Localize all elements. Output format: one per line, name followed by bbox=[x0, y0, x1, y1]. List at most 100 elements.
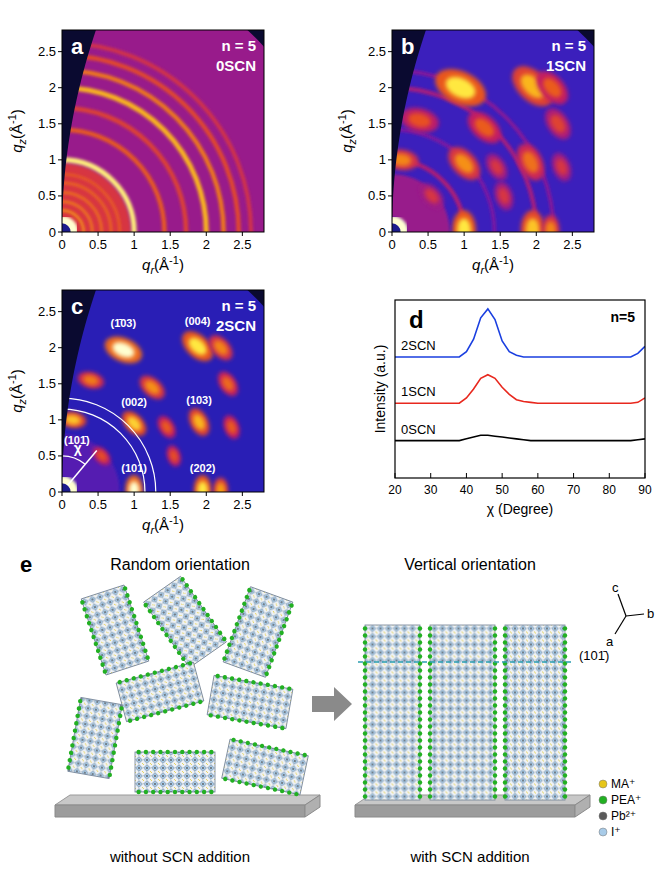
pea-dot bbox=[140, 641, 146, 647]
pea-dot bbox=[202, 750, 206, 754]
axis-title-part: -1 bbox=[499, 254, 509, 266]
y-tick bbox=[388, 159, 392, 160]
pea-dot bbox=[188, 588, 194, 594]
pea-dot bbox=[503, 633, 507, 637]
pea-dot bbox=[164, 632, 170, 638]
axis-title-part: -1 bbox=[169, 514, 179, 526]
pea-dot bbox=[229, 635, 235, 641]
pea-dot bbox=[234, 621, 240, 627]
pea-dot bbox=[159, 668, 164, 673]
pea-dot bbox=[563, 703, 567, 707]
figure: 00.511.522.500.511.522.5qr(Å-1)qz(Å-1)an… bbox=[0, 0, 661, 881]
pea-dot bbox=[493, 780, 497, 784]
arrow bbox=[312, 687, 352, 721]
series-label: 0SCN bbox=[401, 422, 436, 437]
pea-dot bbox=[215, 673, 220, 678]
pea-dot bbox=[180, 656, 186, 662]
y-tick bbox=[58, 87, 62, 88]
x-tick-label: 2 bbox=[533, 237, 540, 252]
pea-dot bbox=[127, 600, 133, 606]
x-tick bbox=[98, 232, 99, 236]
x-tick-label: 60 bbox=[531, 483, 545, 497]
integration-ring bbox=[62, 409, 145, 492]
block-body bbox=[135, 752, 215, 792]
pea-dot bbox=[136, 750, 140, 754]
pea-dot bbox=[213, 624, 219, 630]
plot-area bbox=[62, 30, 264, 232]
pea-dot bbox=[82, 607, 88, 613]
axis-letter: c bbox=[612, 580, 619, 595]
pea-dot bbox=[563, 724, 567, 728]
pea-dot bbox=[116, 721, 121, 726]
ring bbox=[62, 55, 239, 232]
pea-dot bbox=[195, 750, 199, 754]
y-tick bbox=[388, 232, 392, 233]
block-body bbox=[430, 625, 495, 800]
pea-dot bbox=[363, 710, 367, 714]
axis-title-part: ) bbox=[338, 109, 355, 114]
pea-dot bbox=[100, 662, 106, 668]
pea-dot bbox=[129, 606, 135, 612]
pea-dot bbox=[363, 780, 367, 784]
y-tick-label: 2 bbox=[379, 80, 386, 95]
pea-dot bbox=[428, 759, 432, 763]
pea-dot bbox=[493, 724, 497, 728]
pea-dot bbox=[363, 766, 367, 770]
y-tick-label: 0.5 bbox=[38, 448, 56, 463]
pea-dot bbox=[151, 790, 155, 794]
x-tick bbox=[170, 492, 171, 496]
x-tick-label: 90 bbox=[638, 483, 652, 497]
pea-dot bbox=[428, 773, 432, 777]
pea-dot bbox=[295, 751, 300, 756]
x-tick bbox=[170, 232, 171, 236]
pea-dot bbox=[428, 626, 432, 630]
pea-dot bbox=[158, 750, 162, 754]
perovskite-block bbox=[142, 575, 228, 669]
spot-halo bbox=[214, 368, 242, 399]
pea-dot bbox=[244, 781, 249, 786]
block-body bbox=[144, 576, 227, 667]
pea-dot bbox=[493, 710, 497, 714]
plot-area bbox=[395, 309, 645, 441]
x-tick-label: 2.5 bbox=[233, 237, 251, 252]
pea-dot bbox=[493, 668, 497, 672]
x-tick bbox=[98, 492, 99, 496]
pea-dot bbox=[493, 794, 497, 798]
pea-dot bbox=[138, 634, 144, 640]
block-body bbox=[81, 585, 149, 675]
spot-halo bbox=[415, 179, 448, 213]
spot-core bbox=[519, 149, 542, 176]
pea-dot bbox=[89, 627, 95, 633]
caption: with SCN addition bbox=[409, 848, 529, 865]
y-tick-label: 0 bbox=[49, 225, 56, 240]
pea-dot bbox=[245, 740, 250, 745]
pea-dot bbox=[503, 766, 507, 770]
y-tick bbox=[388, 195, 392, 196]
pea-dot bbox=[428, 675, 432, 679]
pea-dot bbox=[563, 717, 567, 721]
pea-dot bbox=[288, 749, 293, 754]
pea-dot bbox=[75, 713, 80, 718]
y-tick bbox=[58, 347, 62, 348]
spot-halo bbox=[491, 179, 517, 212]
ring bbox=[62, 183, 111, 232]
pea-dot bbox=[503, 731, 507, 735]
diagram-title: Vertical orientation bbox=[404, 556, 536, 573]
y-tick bbox=[58, 419, 62, 420]
x-tick bbox=[536, 232, 537, 236]
axis-title-part: -1 bbox=[169, 254, 179, 266]
spot bbox=[125, 475, 144, 492]
spot-core bbox=[82, 374, 100, 387]
spot bbox=[542, 215, 560, 232]
legend-label: I⁺ bbox=[611, 825, 621, 839]
pea-dot bbox=[124, 678, 129, 683]
legend-label: MA⁺ bbox=[611, 777, 635, 791]
pea-dot bbox=[418, 794, 422, 798]
y-tick bbox=[58, 383, 62, 384]
axis-title: Intensity (a.u.) bbox=[372, 345, 388, 434]
pea-dot bbox=[138, 674, 143, 679]
pea-dot bbox=[246, 587, 252, 593]
pea-dot bbox=[279, 630, 285, 636]
axis-title-part: -1 bbox=[6, 114, 18, 124]
y-tick-label: 0 bbox=[49, 485, 56, 500]
